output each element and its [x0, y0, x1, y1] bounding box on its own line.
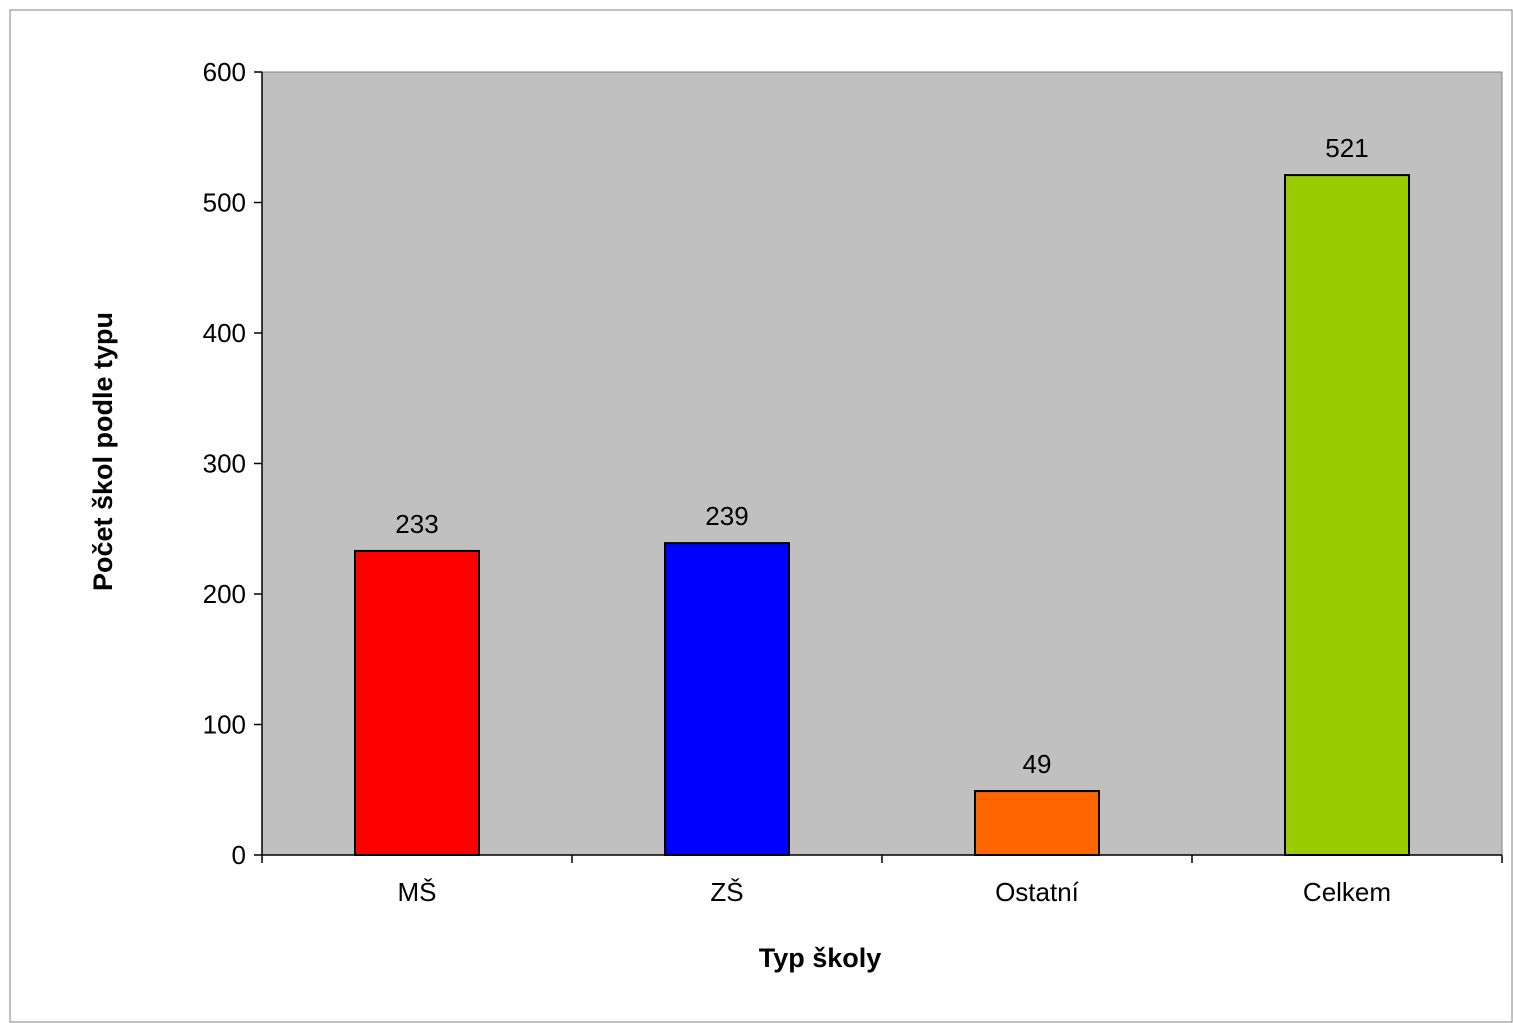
x-axis-title: Typ školy	[759, 943, 882, 973]
y-tick-label-5: 500	[203, 188, 246, 218]
x-tick-label-1: ZŠ	[710, 877, 743, 907]
labels-layer: 233 MŠ 239 ZŠ 49 Ostatní 521 Celkem 0 100 200 300 40…	[203, 57, 1391, 907]
x-tick-label-0: MŠ	[398, 877, 437, 907]
axes-layer	[254, 71, 1503, 863]
data-label-0: 233	[395, 509, 438, 539]
bar-2	[974, 790, 1100, 856]
data-label-1: 239	[705, 501, 748, 531]
y-tick-label-6: 600	[203, 57, 246, 87]
y-tick-label-0: 0	[232, 840, 246, 870]
bar-0	[354, 549, 480, 856]
y-tick-label-3: 300	[203, 449, 246, 479]
bar-1	[664, 542, 790, 856]
bar-3	[1284, 174, 1410, 857]
y-tick-label-4: 400	[203, 318, 246, 348]
data-label-3: 521	[1325, 133, 1368, 163]
bars-layer	[354, 174, 1410, 857]
data-label-2: 49	[1023, 749, 1052, 779]
y-tick-label-2: 200	[203, 579, 246, 609]
y-tick-label-1: 100	[203, 710, 246, 740]
x-tick-label-3: Celkem	[1303, 877, 1391, 907]
y-axis-title: Počet škol podle typu	[88, 312, 118, 591]
x-tick-label-2: Ostatní	[995, 877, 1080, 907]
